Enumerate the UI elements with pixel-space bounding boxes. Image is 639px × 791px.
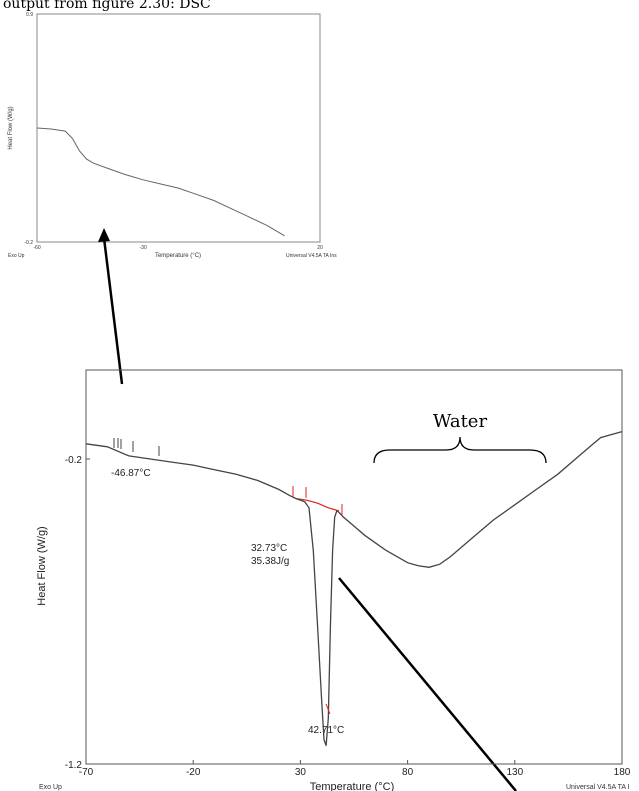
main-x-tick-label: 180 <box>614 767 631 778</box>
inset-footer-left: Exo Up <box>8 253 25 259</box>
main-y-axis-label: Heat Flow (W/g) <box>36 526 48 605</box>
inset-y-axis-label: Heat Flow (W/g) <box>8 106 14 149</box>
inset-x-tick-label: -60 <box>33 245 40 251</box>
main-y-tick-label: -1.2 <box>65 760 83 771</box>
inset-series-line <box>36 127 285 237</box>
annotation-peak-onset: 32.73°C <box>251 543 287 554</box>
main-x-tick-label: -70 <box>79 767 94 778</box>
inset-chart: -60 -30 20 0.9 -0.2 Heat Flow (W/g) Tempera… <box>8 12 337 259</box>
inset-x-axis-label: Temperature (°C) <box>155 253 201 259</box>
water-label: Water <box>433 411 488 432</box>
inset-footer-right: Universal V4.5A TA Ins <box>286 253 337 259</box>
main-chart: -70 -20 30 80 130 180 -0.2 -1.2 -46.87°C 32.73… <box>36 369 631 791</box>
main-footer-right: Universal V4.5A TA I <box>566 784 630 791</box>
main-y-tick-label: -0.2 <box>65 455 83 466</box>
inset-x-ticks: -60 -30 20 <box>33 245 323 251</box>
inset-x-tick-label: 20 <box>317 245 323 251</box>
annotation-onset-temp: -46.87°C <box>111 468 151 479</box>
main-x-tick-label: -20 <box>186 767 201 778</box>
main-y-ticks: -0.2 -1.2 <box>65 455 90 771</box>
main-x-axis-label: Temperature (°C) <box>310 781 394 791</box>
inset-y-ticks: 0.9 -0.2 <box>24 12 33 246</box>
annotation-peak-temp: 42.71°C <box>308 725 344 736</box>
inset-x-tick-label: -30 <box>140 245 147 251</box>
water-brace <box>373 436 547 464</box>
main-x-tick-label: 80 <box>402 767 414 778</box>
arrow-to-inset <box>98 228 124 385</box>
main-series-line <box>85 430 623 746</box>
main-x-tick-label: 30 <box>295 767 307 778</box>
main-plot-frame <box>85 369 623 765</box>
annotation-enthalpy: 35.38J/g <box>251 556 289 567</box>
main-x-tick-label: 130 <box>506 767 523 778</box>
main-x-ticks: -70 -20 30 80 130 180 <box>79 760 631 778</box>
inset-plot-frame <box>36 13 321 243</box>
inset-y-tick-label: -0.2 <box>24 240 33 246</box>
integration-baseline <box>296 498 340 512</box>
cursor-marks <box>113 438 160 456</box>
integration-limit-marks <box>292 486 343 715</box>
pointer-line <box>338 577 517 791</box>
main-footer-left: Exo Up <box>39 784 62 791</box>
header-text: output from figure 2.30: DSC <box>3 0 211 12</box>
inset-y-tick-label: 0.9 <box>26 12 33 18</box>
